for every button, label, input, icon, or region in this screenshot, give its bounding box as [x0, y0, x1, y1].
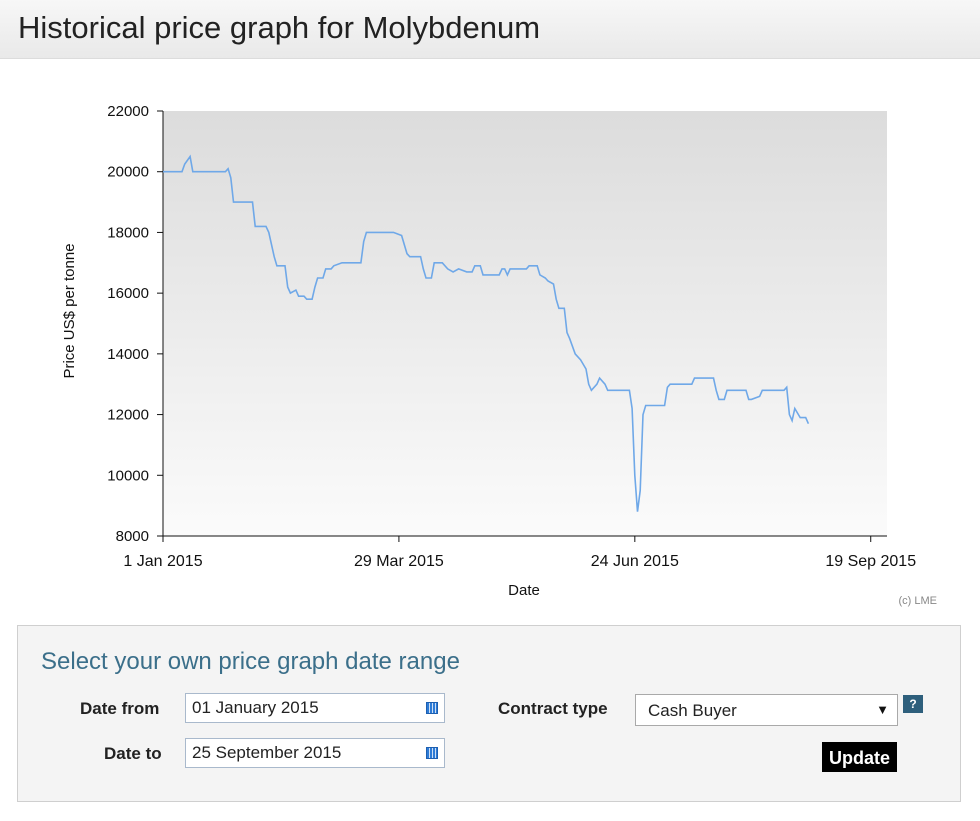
price-chart-svg: 8000 10000 12000 14000 16000 18000 20000 22000 1…	[61, 103, 938, 607]
y-tick-label: 22000	[107, 103, 149, 120]
y-tick-label: 18000	[107, 224, 149, 241]
page-title: Historical price graph for Molybdenum	[18, 10, 541, 45]
x-tick-label: 19 Sep 2015	[825, 553, 916, 570]
date-to-value: 25 September 2015	[192, 743, 342, 762]
chevron-down-icon: ▼	[876, 702, 889, 717]
y-tick-label: 14000	[107, 346, 149, 363]
contract-type-value: Cash Buyer	[648, 701, 737, 720]
x-axis-label: Date	[508, 582, 540, 599]
date-from-label: Date from	[80, 699, 160, 718]
contract-type-label: Contract type	[498, 699, 608, 718]
y-tick-label: 12000	[107, 407, 149, 424]
date-from-value: 01 January 2015	[192, 698, 319, 717]
date-to-field[interactable]: 25 September 2015	[185, 738, 445, 768]
x-tick-label: 1 Jan 2015	[123, 553, 202, 570]
y-tick-label: 10000	[107, 467, 149, 484]
copyright-note: (c) LME	[899, 595, 938, 607]
calendar-icon[interactable]	[426, 747, 438, 759]
help-button[interactable]: ?	[903, 695, 923, 713]
date-range-panel: Select your own price graph date range D…	[17, 625, 961, 802]
y-tick-label: 20000	[107, 164, 149, 181]
x-tick-label: 24 Jun 2015	[591, 553, 679, 570]
plot-background	[163, 111, 887, 536]
contract-type-select[interactable]: Cash Buyer ▼	[635, 694, 898, 726]
y-tick-label: 16000	[107, 285, 149, 302]
update-button[interactable]: Update	[822, 742, 897, 772]
date-range-heading: Select your own price graph date range	[41, 648, 460, 675]
y-tick-label: 8000	[116, 528, 149, 545]
price-chart: 8000 10000 12000 14000 16000 18000 20000 22000 1…	[0, 59, 980, 619]
calendar-icon[interactable]	[426, 702, 438, 714]
x-tick-label: 29 Mar 2015	[354, 553, 444, 570]
y-axis-label: Price US$ per tonne	[61, 243, 78, 378]
date-to-label: Date to	[104, 744, 162, 763]
date-from-field[interactable]: 01 January 2015	[185, 693, 445, 723]
page-header: Historical price graph for Molybdenum	[0, 0, 980, 59]
price-series-line	[163, 154, 810, 512]
